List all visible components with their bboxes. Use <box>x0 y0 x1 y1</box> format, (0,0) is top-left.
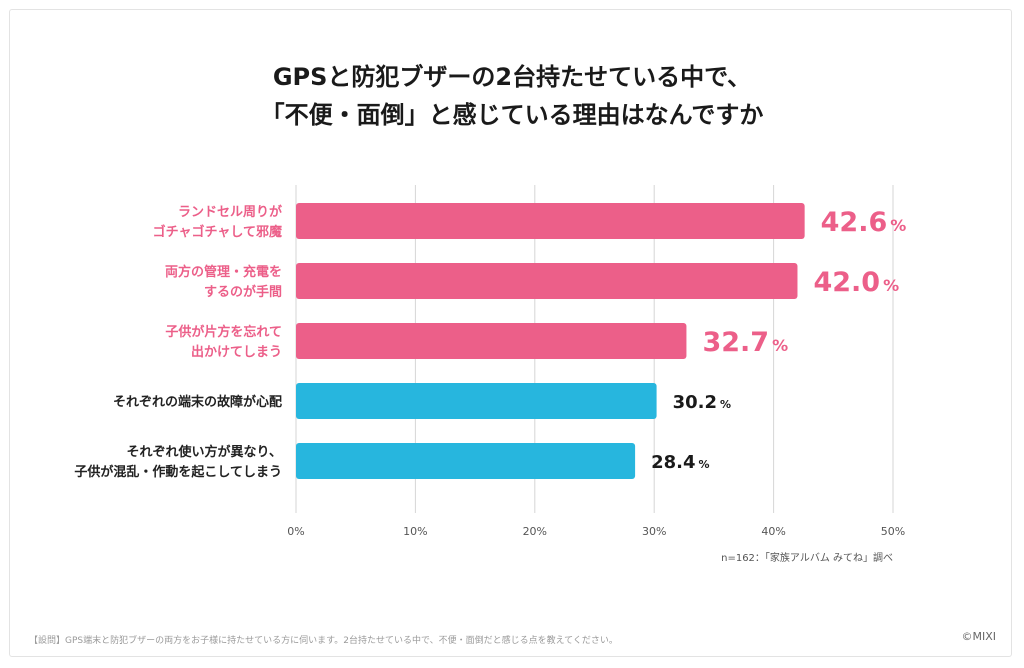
value-unit: % <box>699 458 710 471</box>
x-tick-label: 50% <box>881 525 905 538</box>
value-unit: % <box>772 336 788 355</box>
copyright: ©MIXI <box>961 630 996 643</box>
value-label: 28.4% <box>651 452 709 473</box>
bar <box>296 383 657 419</box>
category-label: するのが手間 <box>204 284 282 300</box>
bar <box>296 263 798 299</box>
bar <box>296 323 687 359</box>
category-label: 両方の管理・充電を <box>165 264 282 280</box>
chart-title-line-2: 「不便・面倒」と感じている理由はなんですか <box>260 101 764 129</box>
value-label: 42.0% <box>813 267 899 298</box>
value-unit: % <box>890 216 906 235</box>
x-tick-label: 30% <box>642 525 666 538</box>
frame <box>9 9 1012 657</box>
value-label: 32.7% <box>702 327 788 358</box>
x-tick-label: 0% <box>287 525 304 538</box>
question-footer: 【設問】GPS端末と防犯ブザーの両方をお子様に持たせている方に伺います。2台持た… <box>29 636 618 646</box>
x-tick-label: 10% <box>403 525 427 538</box>
value-label: 30.2% <box>673 392 731 413</box>
value-unit: % <box>883 276 899 295</box>
bar <box>296 443 636 479</box>
category-label: それぞれ使い方が異なり、 <box>127 444 282 460</box>
category-label: 子供が混乱・作動を起こしてしまう <box>74 464 282 480</box>
category-label: 子供が片方を忘れて <box>165 324 282 340</box>
category-label: 出かけてしまう <box>191 344 282 360</box>
chart-title: GPSと防犯ブザーの2台持たせている中で、 「不便・面倒」と感じている理由はなん… <box>0 58 1024 134</box>
x-tick-label: 40% <box>761 525 785 538</box>
bar <box>296 203 805 239</box>
category-label: ゴチャゴチャして邪魔 <box>153 224 282 240</box>
x-tick-label: 20% <box>523 525 547 538</box>
category-label: それぞれの端末の故障が心配 <box>113 394 282 410</box>
category-label: ランドセル周りが <box>178 204 282 220</box>
sample-note: n=162：「家族アルバム みてね」調べ <box>721 553 893 564</box>
chart-title-line-1: GPSと防犯ブザーの2台持たせている中で、 <box>272 63 752 91</box>
value-unit: % <box>720 398 731 411</box>
